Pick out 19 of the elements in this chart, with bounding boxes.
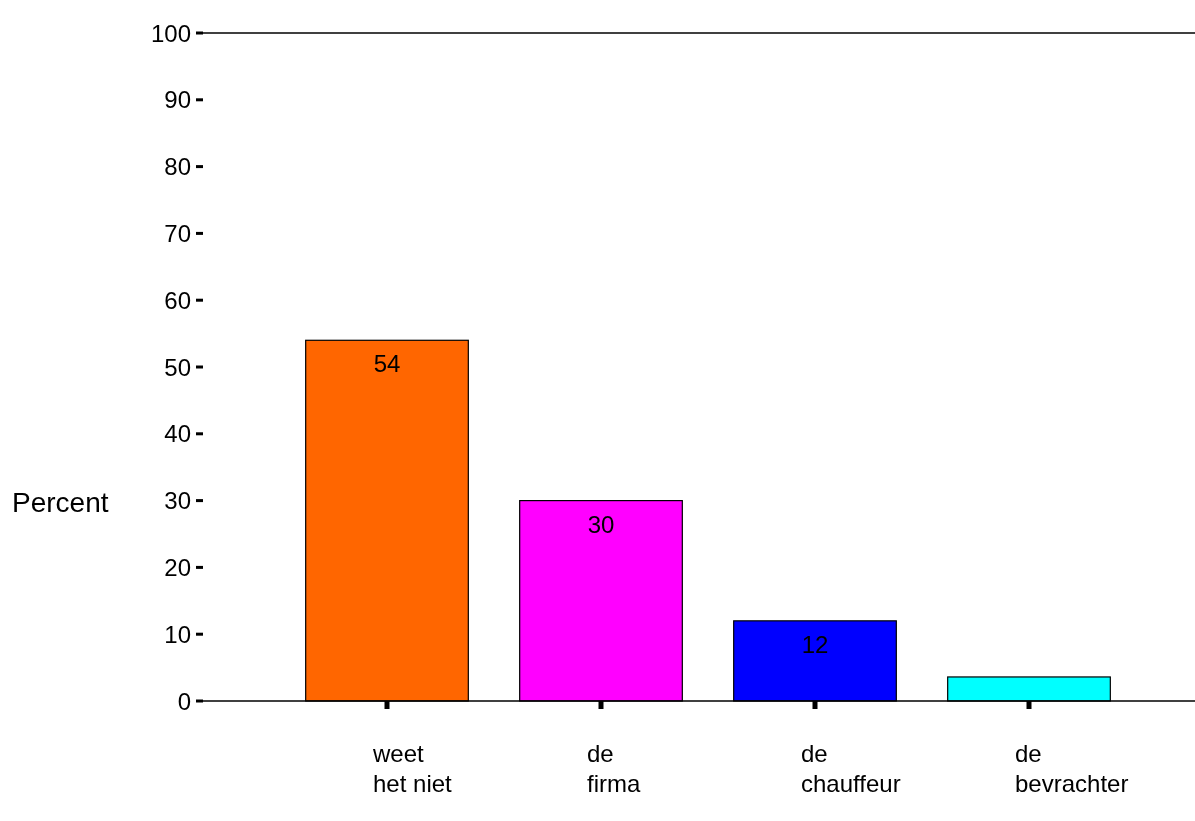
y-tick-label: 10	[164, 620, 191, 648]
x-tick-label: weet het niet	[372, 740, 453, 797]
y-tick-label: 50	[164, 353, 191, 381]
x-tick-label: de chauffeur	[801, 740, 901, 797]
y-axis-title: Percent	[12, 487, 109, 518]
x-tick-label: de bevrachter	[1015, 740, 1129, 797]
y-tick-label: 100	[150, 19, 191, 47]
data-label: 12	[801, 630, 829, 658]
y-tick-label: 70	[164, 219, 191, 247]
y-tick-label: 90	[164, 86, 191, 114]
y-tick-label: 60	[164, 286, 191, 314]
data-label: 30	[587, 510, 615, 538]
y-tick-label: 80	[164, 153, 191, 181]
data-label: 54	[373, 350, 401, 378]
y-tick-label: 30	[164, 487, 191, 515]
y-tick-label: 20	[164, 553, 191, 581]
x-tick-label: de firma	[587, 740, 641, 797]
y-tick-label: 0	[177, 687, 191, 715]
y-tick-label: 40	[164, 420, 191, 448]
